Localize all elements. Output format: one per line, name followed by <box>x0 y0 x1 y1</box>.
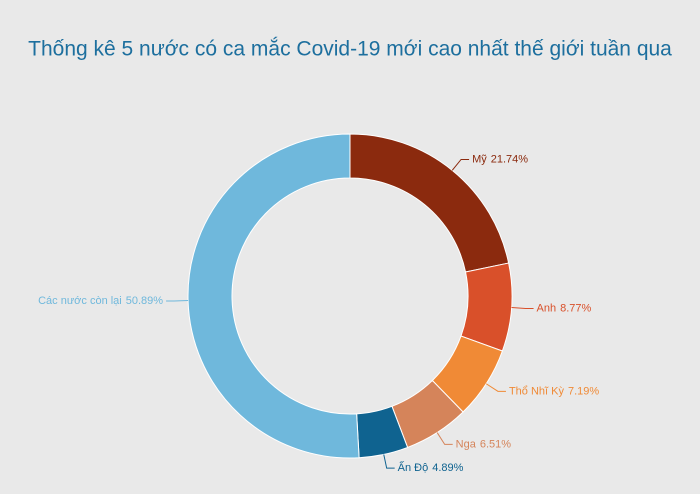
leader-line <box>383 454 395 469</box>
slice-value: 4.89% <box>432 462 463 474</box>
slice-value: 7.19% <box>568 385 599 397</box>
slice-label: Các nước còn lại 50.89% <box>38 295 163 307</box>
chart-title: Thống kê 5 nước có ca mắc Covid-19 mới c… <box>28 38 672 61</box>
slice-value: 8.77% <box>560 302 591 314</box>
leader-line <box>451 158 470 171</box>
slice-label: Nga 6.51% <box>456 438 512 450</box>
slice-label: Thổ Nhĩ Kỳ 7.19% <box>509 385 599 397</box>
leader-line <box>511 306 534 309</box>
slice-label: Mỹ 21.74% <box>472 153 528 165</box>
slice-value: 50.89% <box>126 295 164 307</box>
slice-value: 21.74% <box>491 153 529 165</box>
donut-slice <box>460 262 513 352</box>
slice-name: Ấn Độ <box>398 461 429 474</box>
slice-name: Các nước còn lại <box>38 295 122 307</box>
leader-line <box>485 383 506 392</box>
slice-label: Anh 8.77% <box>537 302 592 314</box>
slice-label: Ấn Độ 4.89% <box>398 461 464 474</box>
slice-name: Nga <box>456 438 477 450</box>
leader-line <box>436 432 453 445</box>
slice-name: Mỹ <box>472 153 487 165</box>
slice-name: Thổ Nhĩ Kỳ <box>509 385 565 397</box>
slice-name: Anh <box>537 302 557 314</box>
slice-value: 6.51% <box>480 438 511 450</box>
donut-slice <box>187 133 360 459</box>
